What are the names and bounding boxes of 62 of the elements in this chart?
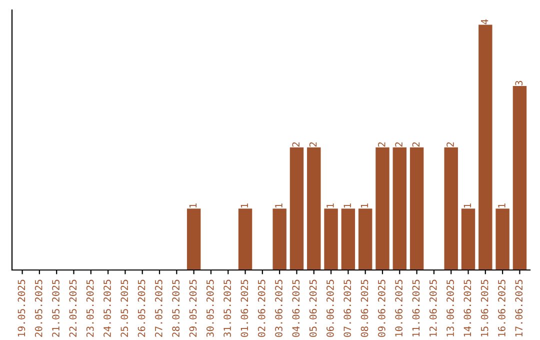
x-tick-label: 03.06.2025: [275, 280, 282, 337]
x-tick-label: 13.06.2025: [446, 280, 454, 336]
data-label: 1: [326, 203, 334, 208]
x-tick-label: 15.06.2025: [480, 280, 488, 336]
bar: [376, 147, 390, 270]
bar: [324, 208, 338, 270]
bar: [461, 208, 476, 270]
x-tick-label: 20.05.2025: [34, 280, 42, 337]
bar: [358, 208, 372, 270]
x-tick-label: 06.06.2025: [326, 280, 334, 337]
data-label: 2: [309, 142, 317, 147]
bar: [392, 147, 407, 270]
data-label: 1: [240, 203, 248, 208]
x-tick-label: 01.06.2025: [240, 280, 248, 337]
x-tick-label: 11.06.2025: [412, 280, 420, 336]
bar: [341, 208, 356, 270]
data-label: 1: [275, 203, 282, 208]
x-tick-label: 09.06.2025: [378, 280, 386, 337]
bar: [272, 208, 286, 270]
data-label: 3: [515, 80, 523, 86]
bar: [307, 147, 321, 270]
x-tick-label: 24.05.2025: [104, 280, 111, 337]
bar: [512, 86, 527, 270]
data-label: 2: [378, 142, 386, 147]
x-tick-label: 14.06.2025: [464, 280, 472, 336]
x-tick-label: 22.05.2025: [69, 280, 77, 337]
bar: [238, 208, 252, 270]
data-label: 1: [360, 203, 368, 208]
x-tick-label: 27.05.2025: [155, 280, 162, 337]
data-label: 2: [446, 142, 454, 147]
x-tick-label: 31.05.2025: [224, 280, 231, 337]
bar: [186, 208, 201, 270]
data-label: 2: [412, 142, 420, 147]
data-label: 2: [292, 142, 300, 147]
x-tick-label: 07.06.2025: [344, 280, 352, 337]
x-tick-label: 30.05.2025: [206, 280, 214, 337]
x-tick-label: 29.05.2025: [189, 280, 197, 337]
x-tick-label: 26.05.2025: [138, 280, 146, 337]
x-tick-label: 19.05.2025: [18, 280, 26, 336]
bar: [410, 147, 424, 270]
x-tick-label: 25.05.2025: [120, 280, 128, 337]
x-tick-label: 08.06.2025: [360, 280, 368, 337]
x-tick-label: 28.05.2025: [172, 280, 180, 337]
x-tick-label: 16.06.2025: [498, 280, 506, 336]
x-tick-label: 12.06.2025: [429, 280, 437, 336]
x-tick-label: 10.06.2025: [395, 280, 402, 336]
data-label: 1: [344, 203, 351, 208]
data-label: 4: [481, 19, 488, 24]
bar: [478, 24, 492, 270]
data-label: 2: [395, 142, 402, 147]
bar: [496, 208, 510, 270]
x-tick-label: 21.05.2025: [52, 280, 60, 337]
data-label: 1: [189, 203, 197, 208]
x-tick-label: 05.06.2025: [309, 280, 317, 337]
bar: [444, 147, 458, 270]
x-tick-label: 17.06.2025: [515, 280, 523, 336]
bar: [290, 147, 304, 270]
data-label: 1: [464, 203, 471, 208]
data-label: 1: [498, 203, 506, 208]
x-tick-label: 23.05.2025: [86, 280, 94, 337]
x-tick-label: 02.06.2025: [258, 280, 266, 337]
x-tick-label: 04.06.2025: [292, 280, 300, 337]
